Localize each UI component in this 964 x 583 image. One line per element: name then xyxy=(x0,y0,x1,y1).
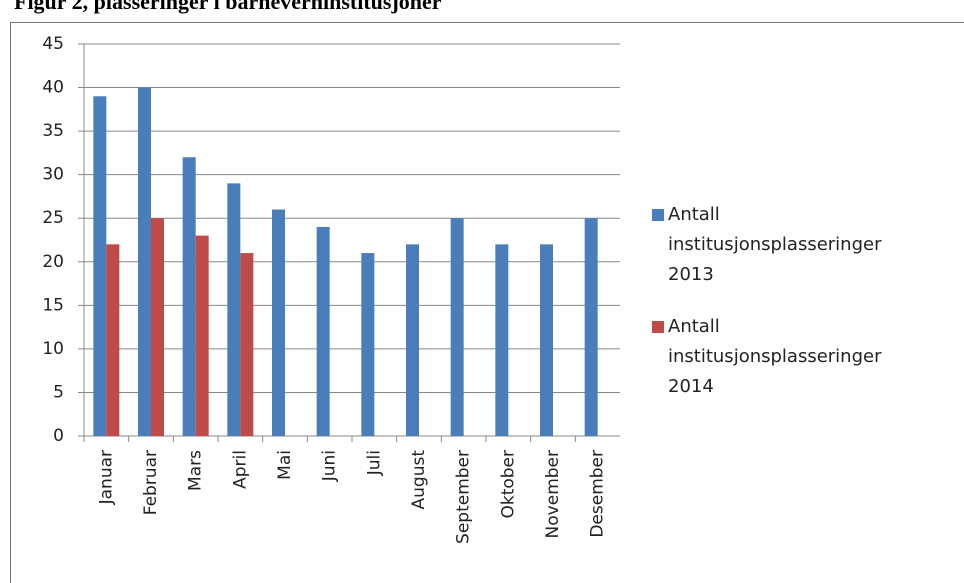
bar xyxy=(361,253,375,436)
x-tick-label: August xyxy=(409,450,429,510)
x-tick-label: Juni xyxy=(320,450,340,482)
legend-entry: Antall institusjonsplasseringer 2013 xyxy=(652,200,928,290)
chart-title: Figur 2, plasseringer i barneverninstitu… xyxy=(14,0,442,14)
bar xyxy=(406,244,419,436)
y-tick-label: 10 xyxy=(42,339,64,359)
x-tick-label: Januar xyxy=(96,450,116,505)
legend-entry: Antall institusjonsplasseringer 2014 xyxy=(652,312,928,402)
bar xyxy=(450,218,464,436)
bar xyxy=(272,209,285,436)
chart-frame xyxy=(10,22,964,583)
legend-swatch xyxy=(652,321,664,333)
y-tick-label: 20 xyxy=(42,252,64,272)
x-tick-label: September xyxy=(454,450,474,544)
bar xyxy=(106,244,120,436)
legend-label: Antall institusjonsplasseringer 2014 xyxy=(668,316,882,397)
y-tick-label: 0 xyxy=(53,426,64,446)
legend-label: Antall institusjonsplasseringer 2013 xyxy=(668,204,882,285)
y-tick-label: 15 xyxy=(42,295,64,315)
legend-swatch xyxy=(652,209,664,221)
bar xyxy=(182,157,196,436)
bar xyxy=(195,235,209,436)
y-tick-label: 40 xyxy=(42,78,64,98)
bar xyxy=(151,218,164,436)
x-tick-label: Februar xyxy=(141,450,161,515)
y-tick-label: 30 xyxy=(42,165,64,185)
bar xyxy=(584,218,598,436)
y-tick-label: 45 xyxy=(42,34,64,54)
x-tick-label: Oktober xyxy=(498,450,518,519)
x-tick-label: November xyxy=(543,450,563,538)
x-tick-label: Mars xyxy=(186,450,206,491)
x-tick-label: Desember xyxy=(588,450,608,538)
bar xyxy=(227,183,241,436)
bar xyxy=(240,253,254,436)
x-tick-label: Mai xyxy=(275,450,295,480)
bar xyxy=(495,244,509,436)
x-tick-label: April xyxy=(230,450,250,489)
bar xyxy=(138,87,151,437)
bar xyxy=(540,244,553,436)
bar xyxy=(93,96,107,437)
bar xyxy=(316,226,330,436)
y-tick-label: 35 xyxy=(42,121,64,141)
y-tick-label: 25 xyxy=(42,208,64,228)
y-tick-label: 5 xyxy=(53,382,64,402)
x-tick-label: Juli xyxy=(364,450,384,476)
